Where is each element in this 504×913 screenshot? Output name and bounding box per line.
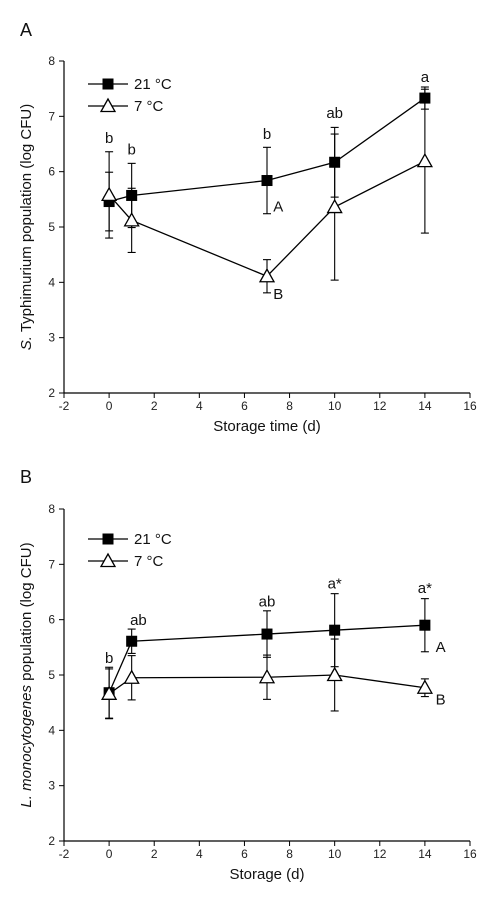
x-tick-label: 0 xyxy=(106,847,113,861)
data-point-triangle xyxy=(416,679,433,694)
legend-marker-triangle xyxy=(99,552,117,568)
legend-label: 21 °C xyxy=(134,531,172,548)
y-axis-label: S. Typhimurium population (log CFU) xyxy=(18,104,35,351)
y-tick-label: 6 xyxy=(48,613,55,627)
x-tick-label: 2 xyxy=(151,399,158,413)
significance-label: B xyxy=(436,691,446,708)
x-tick-label: -2 xyxy=(59,399,70,413)
x-tick-label: 16 xyxy=(463,399,477,413)
series-triangle xyxy=(101,638,433,720)
y-axis-label-text: Typhimurium population (log CFU) xyxy=(18,104,35,336)
legend-label: 7 °C xyxy=(134,553,164,570)
chart-panel-b: B -2 0 2 4 6 8 10 12 14 16 2 3 4 5 6 7 8 Storage (d) L. mon… xyxy=(18,467,477,883)
x-tick-label: 10 xyxy=(328,399,342,413)
x-tick-label: 6 xyxy=(241,847,248,861)
x-tick-label: 2 xyxy=(151,847,158,861)
significance-label: b xyxy=(105,650,113,667)
data-point-triangle xyxy=(416,152,433,168)
y-axis-label-italic: S. xyxy=(18,336,35,350)
data-point-triangle xyxy=(123,212,140,227)
data-point-triangle xyxy=(101,186,118,202)
data-point-triangle xyxy=(258,668,276,684)
x-tick-label: 4 xyxy=(196,399,203,413)
x-tick-label: 14 xyxy=(418,399,432,413)
y-tick-label: 8 xyxy=(48,54,55,68)
y-axis-label-text: population (log CFU) xyxy=(18,542,35,685)
significance-label: ab xyxy=(259,593,276,610)
panel-letter: B xyxy=(20,467,32,487)
significance-label: b xyxy=(263,126,271,143)
legend-label: 7 °C xyxy=(134,98,164,115)
y-tick-label: 6 xyxy=(48,165,55,179)
panel-letter: A xyxy=(20,20,32,40)
series-triangle xyxy=(101,88,433,294)
x-tick-label: 14 xyxy=(418,847,432,861)
legend-marker-triangle xyxy=(99,97,117,113)
x-tick-label: 0 xyxy=(106,399,113,413)
x-axis-label: Storage (d) xyxy=(229,866,304,883)
data-point-triangle xyxy=(101,685,118,700)
chart-panel-a: A -2 0 2 4 6 8 10 12 14 16 2 3 4 5 6 7 8 Storage time (d) S… xyxy=(18,20,477,435)
data-point-square xyxy=(419,619,431,631)
y-axis-label-italic: L. monocytogenes xyxy=(18,685,35,808)
data-point-triangle xyxy=(123,669,140,684)
data-point-square xyxy=(261,175,273,187)
x-axis-label: Storage time (d) xyxy=(213,418,321,435)
x-tick-label: 10 xyxy=(328,847,342,861)
y-tick-label: 7 xyxy=(48,109,55,123)
data-point-square xyxy=(126,635,138,647)
legend-marker-square xyxy=(102,78,114,90)
x-tick-label: -2 xyxy=(59,847,70,861)
y-tick-label: 5 xyxy=(48,668,55,682)
x-tick-label: 8 xyxy=(286,399,293,413)
x-tick-label: 12 xyxy=(373,399,387,413)
data-point-triangle xyxy=(326,198,343,214)
y-tick-label: 7 xyxy=(48,557,55,571)
legend-label: 21 °C xyxy=(134,76,172,93)
x-tick-label: 4 xyxy=(196,847,203,861)
significance-label: a* xyxy=(328,576,342,593)
data-point-square xyxy=(329,624,341,636)
data-point-square xyxy=(261,628,273,640)
x-tick-label: 6 xyxy=(241,399,248,413)
significance-label: ab xyxy=(130,612,147,629)
x-tick-label: 12 xyxy=(373,847,387,861)
y-tick-label: 8 xyxy=(48,502,55,516)
significance-label: a* xyxy=(418,580,432,597)
y-tick-label: 4 xyxy=(48,723,55,737)
y-tick-label: 3 xyxy=(48,779,55,793)
y-axis-label: L. monocytogenes population (log CFU) xyxy=(18,542,35,807)
y-tick-label: 5 xyxy=(48,220,55,234)
x-tick-label: 8 xyxy=(286,847,293,861)
y-tick-label: 4 xyxy=(48,275,55,289)
y-tick-label: 3 xyxy=(48,331,55,345)
legend-marker-square xyxy=(102,533,114,545)
y-tick-label: 2 xyxy=(48,834,55,848)
significance-label: A xyxy=(436,639,446,656)
significance-label: B xyxy=(273,286,283,303)
significance-label: b xyxy=(127,142,135,159)
x-tick-label: 16 xyxy=(463,847,477,861)
y-tick-label: 2 xyxy=(48,386,55,400)
significance-label: ab xyxy=(326,105,343,122)
significance-label: a xyxy=(421,69,430,86)
data-point-triangle xyxy=(326,666,343,682)
significance-label: b xyxy=(105,130,113,147)
data-point-triangle xyxy=(258,267,276,283)
significance-label: A xyxy=(273,199,283,216)
